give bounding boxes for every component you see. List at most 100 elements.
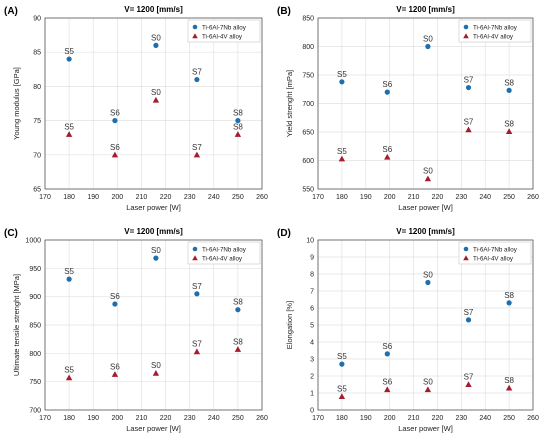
y-tick-label: 750: [29, 379, 41, 386]
x-tick-label: 170: [39, 194, 51, 201]
point-label: S5: [64, 366, 74, 375]
point-label: S0: [151, 246, 161, 255]
legend-entry: Ti-6Al-4V alloy: [473, 33, 514, 40]
y-tick-label: 700: [302, 101, 314, 108]
x-tick-label: 260: [256, 415, 268, 422]
data-point-ti6al7nb: [153, 42, 159, 48]
x-tick-label: 180: [63, 194, 75, 201]
data-point-ti6al7nb: [112, 301, 118, 307]
y-tick-label: 800: [29, 351, 41, 358]
y-tick-label: 80: [33, 84, 41, 91]
point-label: S0: [423, 271, 433, 280]
point-label: S6: [110, 109, 120, 118]
legend-entry: Ti-6Al-4V alloy: [473, 255, 514, 262]
data-point-ti6al7nb: [506, 300, 512, 306]
data-point-ti6al7nb: [425, 279, 431, 286]
chart-title: V= 1200 [mm/s]: [124, 5, 183, 14]
data-point-ti6al7nb: [339, 79, 345, 85]
point-label: S6: [382, 342, 392, 351]
x-tick-label: 240: [479, 194, 491, 201]
point-label: S6: [110, 362, 120, 371]
data-point-ti6al4v: [384, 386, 391, 393]
legend-entry: Ti-6Al-7Nb alloy: [202, 246, 247, 253]
point-label: S7: [464, 373, 474, 382]
data-point-ti6al7nb: [235, 307, 241, 313]
point-label: S7: [192, 68, 202, 77]
x-axis-label: Laser power [W]: [398, 424, 453, 433]
point-label: S8: [504, 78, 514, 87]
data-point-ti6al7nb: [66, 276, 72, 282]
data-point-ti6al4v: [152, 369, 160, 376]
x-tick-label: 250: [503, 194, 515, 201]
legend-box: [458, 19, 532, 43]
x-tick-label: 200: [111, 415, 123, 422]
x-tick-label: 250: [503, 415, 515, 422]
data-point-ti6al4v: [234, 346, 242, 352]
legend-entry: Ti-6Al-7Nb alloy: [473, 246, 518, 253]
y-tick-label: 850: [302, 16, 314, 23]
y-tick-label: 1: [310, 391, 314, 398]
point-label: S7: [464, 118, 474, 127]
point-label: S0: [423, 167, 433, 176]
x-tick-label: 190: [360, 415, 372, 422]
data-point-ti6al7nb: [506, 87, 512, 93]
y-tick-label: 900: [29, 294, 41, 301]
x-tick-label: 220: [160, 415, 172, 422]
panel-label: (B): [277, 6, 291, 17]
data-point-ti6al4v: [505, 128, 513, 134]
point-label: S8: [233, 337, 243, 346]
y-tick-label: 7: [310, 289, 314, 296]
legend-box: [187, 241, 261, 265]
y-axis-label: Ultimate tensile strenght [MPa]: [12, 274, 21, 376]
point-label: S5: [337, 352, 347, 361]
point-label: S0: [423, 378, 433, 387]
y-tick-label: 6: [310, 306, 314, 313]
x-tick-label: 200: [111, 194, 123, 201]
data-point-ti6al4v: [424, 386, 432, 393]
data-point-ti6al4v: [338, 155, 346, 162]
y-tick-label: 4: [310, 340, 314, 347]
panel-label: (D): [277, 228, 291, 239]
legend-marker-triangle: [463, 255, 469, 261]
point-label: S8: [233, 122, 243, 131]
x-tick-label: 240: [208, 194, 220, 201]
plot-frame: [317, 239, 534, 411]
x-tick-label: 260: [527, 194, 539, 201]
x-tick-label: 180: [336, 415, 348, 422]
point-label: S6: [110, 143, 120, 152]
point-label: S8: [233, 298, 243, 307]
point-label: S7: [464, 76, 474, 85]
y-tick-label: 550: [302, 187, 314, 194]
data-point-ti6al4v: [193, 151, 201, 158]
panel-label: (A): [4, 6, 18, 17]
plot-frame: [317, 17, 534, 190]
point-label: S0: [151, 361, 161, 370]
y-tick-label: 5: [310, 323, 314, 330]
point-label: S0: [151, 88, 161, 97]
x-tick-label: 190: [87, 194, 99, 201]
point-label: S7: [192, 340, 202, 349]
plot-frame: [44, 17, 263, 190]
y-tick-label: 650: [302, 130, 314, 137]
y-axis-label: Young modulus [GPa]: [12, 67, 21, 140]
point-label: S6: [382, 378, 392, 387]
y-axis-label: Yield strenght [mPa]: [285, 70, 294, 137]
x-axis-label: Laser power [W]: [126, 203, 181, 212]
chart-title: V= 1200 [mm/s]: [396, 227, 455, 236]
data-point-ti6al7nb: [384, 89, 390, 95]
x-tick-label: 190: [87, 415, 99, 422]
point-label: S8: [233, 109, 243, 118]
y-tick-label: 800: [302, 44, 314, 51]
y-tick-label: 8: [310, 272, 314, 279]
legend-entry: Ti-6Al-4V alloy: [202, 255, 243, 262]
y-tick-label: 1000: [25, 238, 41, 245]
y-tick-label: 90: [33, 16, 41, 23]
data-point-ti6al4v: [65, 131, 73, 137]
data-point-ti6al7nb: [112, 118, 118, 124]
x-axis-label: Laser power [W]: [398, 203, 453, 212]
plot-frame: [44, 239, 263, 411]
point-label: S8: [504, 291, 514, 300]
data-point-ti6al7nb: [235, 118, 241, 124]
y-tick-label: 9: [310, 255, 314, 262]
